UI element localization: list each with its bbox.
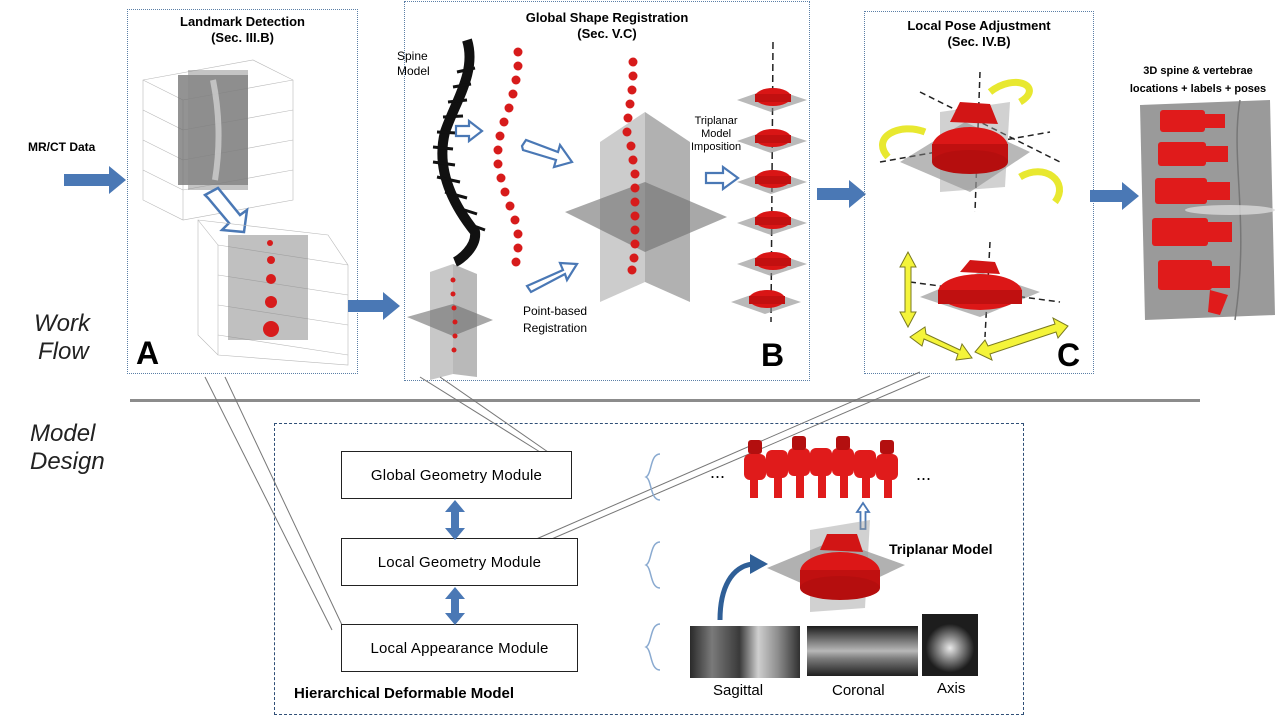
panel-b-letter: B <box>761 337 785 373</box>
global-spine-segment <box>744 436 898 498</box>
ellipsis-right: ... <box>916 464 932 484</box>
triplanar-imposition-label: Triplanar Model Imposition <box>691 115 742 153</box>
right-arrow-b1 <box>454 118 484 144</box>
panel-local-pose-adjustment: Local Pose Adjustment (Sec. IV.B) C <box>864 11 1094 374</box>
arrow-b-to-c <box>817 180 866 208</box>
panel-c-section: (Sec. IV.B) <box>947 34 1011 49</box>
up-right-arrow-b <box>525 261 579 294</box>
hierarchical-model-label: Hierarchical Deformable Model <box>294 685 515 702</box>
spine-model-silhouette <box>432 38 486 267</box>
triplanar-model-label: Triplanar Model <box>889 541 993 557</box>
point-based-label: Point-based Registration <box>523 304 588 335</box>
panel-a-section: (Sec. III.B) <box>211 30 274 45</box>
volume-grid-bottom <box>197 219 349 366</box>
brace-1 <box>644 453 661 501</box>
diag-arrow-b <box>520 138 574 169</box>
volume-grid-top <box>142 59 294 221</box>
axis-slice <box>922 614 978 676</box>
double-arrow-1 <box>445 500 465 540</box>
panel-landmark-detection: Landmark Detection (Sec. III.B) A <box>127 9 358 374</box>
double-arrow-2 <box>445 587 465 625</box>
panel-b-title: Global Shape Registration <box>525 10 689 25</box>
input-label: MR/CT Data <box>28 140 96 154</box>
coronal-slice <box>807 626 918 676</box>
coronal-label: Coronal <box>832 682 885 699</box>
panel-a-letter: A <box>136 335 160 371</box>
workflow-label: Work Flow <box>34 310 90 365</box>
panel-b-section: (Sec. V.C) <box>577 26 637 41</box>
triplanar-vertebrae-stack <box>731 41 807 323</box>
rotation-adjustment <box>879 71 1063 213</box>
input-arrow <box>64 166 126 194</box>
section-divider <box>130 399 1200 402</box>
sagittal-slice <box>690 626 800 678</box>
triplanar-model-figure <box>767 520 905 612</box>
brace-2 <box>644 541 661 589</box>
curved-arrow <box>717 554 768 621</box>
small-volume-b <box>407 264 493 380</box>
arrow-c-to-output <box>1090 182 1139 210</box>
down-arrow-a <box>202 186 249 234</box>
global-geometry-module: Global Geometry Module <box>341 451 572 499</box>
spine-model-label: Spine Model <box>397 49 430 78</box>
ellipsis-left: ... <box>710 462 726 482</box>
landmark-points <box>493 47 523 267</box>
up-arrow-triplanar <box>855 501 871 530</box>
panel-c-title: Local Pose Adjustment <box>907 18 1051 33</box>
local-geometry-module: Local Geometry Module <box>341 538 578 586</box>
translation-adjustment <box>899 241 1069 361</box>
local-appearance-module: Local Appearance Module <box>341 624 578 672</box>
panel-c-letter: C <box>1057 337 1081 373</box>
axis-label: Axis <box>937 680 966 697</box>
panel-a-title: Landmark Detection <box>180 14 305 29</box>
panel-global-shape-registration: Global Shape Registration (Sec. V.C) Spi… <box>397 1 810 381</box>
model-design-label: Model Design <box>30 420 105 475</box>
arrow-a-to-b <box>348 292 400 320</box>
registered-volume <box>565 57 727 302</box>
sagittal-label: Sagittal <box>713 682 764 699</box>
brace-3 <box>644 623 661 671</box>
output-label: 3D spine & vertebrae locations + labels … <box>1129 65 1267 95</box>
right-arrow-b2 <box>704 164 740 192</box>
output-spine-render <box>1140 99 1275 321</box>
